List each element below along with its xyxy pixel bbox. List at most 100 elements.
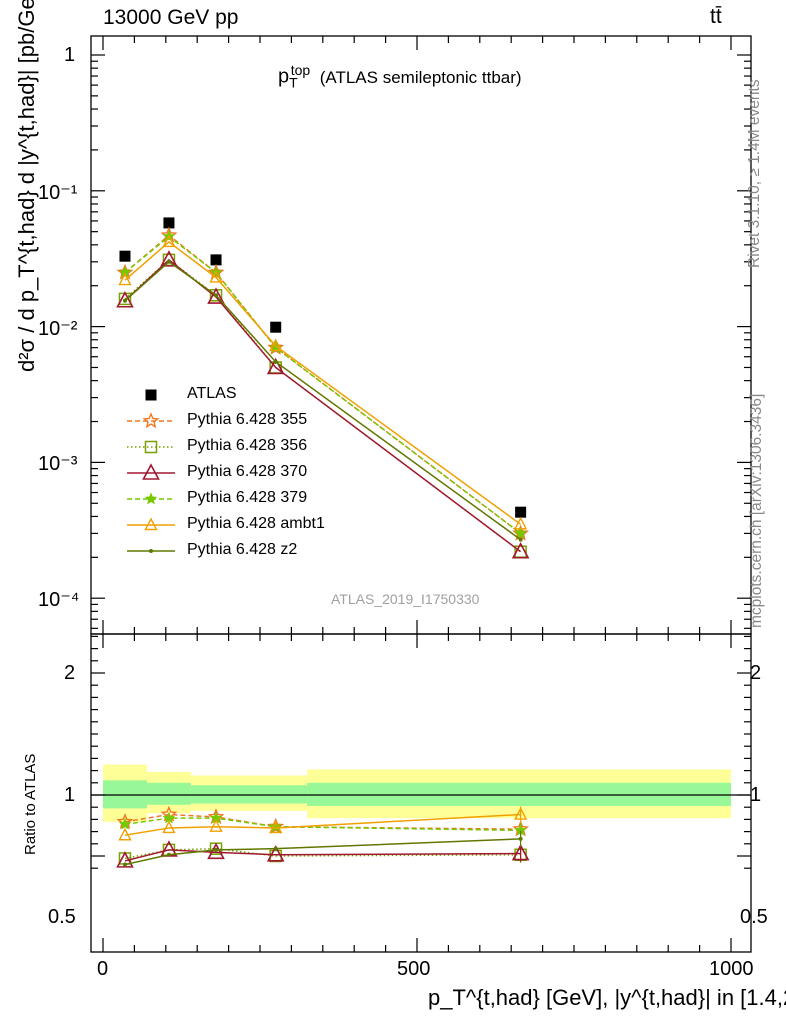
ratio-plot-series [116, 805, 530, 868]
data-point-ambt1 [269, 338, 283, 352]
ratio-point-ambt1 [269, 820, 283, 834]
title-sub: T [289, 74, 298, 91]
ratio-plot-frame [90, 633, 752, 953]
data-point-p370 [116, 291, 134, 308]
title-sup: top [290, 62, 311, 78]
ratio-point-p355 [267, 817, 285, 834]
ratio-point-z2 [273, 846, 278, 851]
legend-marker-data [145, 389, 157, 401]
data-point-z2 [214, 293, 219, 298]
mcplots-label: mcplots.cern.ch [arXiv:1306.3436] [748, 393, 765, 628]
data-point-p379 [514, 526, 527, 539]
legend-markers [127, 389, 175, 553]
beam-label: 13000 GeV pp [103, 6, 239, 29]
main-y-axis-label: d²σ / d p_T^{t,had} d |y^{t,had}| [pb/Ge… [14, 0, 40, 620]
title-main: p [278, 65, 290, 88]
ratio-y-tick-label: 0.5 [48, 906, 76, 928]
y-tick-label: 10⁻⁴ [38, 589, 80, 611]
data-point-p370 [160, 250, 178, 267]
data-point-p370 [207, 287, 225, 304]
legend-label: ATLAS [187, 385, 237, 402]
data-point-p355 [116, 263, 134, 280]
legend-marker-p379 [144, 492, 158, 505]
ratio-point-ambt1 [209, 819, 223, 832]
title-rest: (ATLAS semileptonic ttbar) [319, 67, 522, 87]
main-y-axis-label-text: d²σ / d p_T^{t,had} d |y^{t,had}| [pb/Ge… [14, 0, 39, 372]
process-label: tt̄ [710, 5, 722, 28]
ratio-uncertainty-bands [103, 764, 731, 822]
ratio-point-ambt1 [118, 827, 132, 841]
legend-label: Pythia 6.428 ambt1 [187, 515, 325, 532]
series-line-z2 [124, 260, 522, 541]
legend-marker-ambt1 [144, 517, 158, 531]
x-tick-label: 1000 [709, 958, 754, 980]
ratio-point-p370 [511, 843, 530, 861]
ratio-line-ambt1 [124, 813, 521, 836]
ratio-point-p370 [207, 842, 225, 860]
ratio-y-tick-label-right: 1 [750, 784, 762, 806]
x-tick-label: 0 [97, 958, 109, 980]
inner-uncertainty-band [146, 782, 191, 805]
legend-label: Pythia 6.428 355 [187, 411, 308, 428]
ratio-y-tick-label: 2 [64, 662, 76, 684]
data-point-data [210, 254, 222, 266]
ratio-y-tick-label-right: 0.5 [740, 906, 768, 928]
x-axis-label: p_T^{t,had} [GeV], |y^{t,had}| in [1.4,2… [428, 985, 786, 1010]
inner-uncertainty-band [307, 782, 731, 806]
data-point-p355 [512, 524, 530, 541]
y-tick-label: 10⁻¹ [38, 182, 78, 204]
legend-label: Pythia 6.428 370 [187, 463, 308, 480]
rivet-label: Rivet 3.1.10, ≥ 1.4M events [746, 79, 763, 268]
ratio-point-z2 [214, 847, 219, 852]
ratio-line-z2 [124, 838, 521, 866]
data-point-ambt1 [118, 272, 132, 286]
legend-label: Pythia 6.428 z2 [187, 541, 298, 558]
ratio-frame-border [90, 633, 752, 953]
data-point-z2 [518, 537, 523, 542]
ratio-line-p370 [124, 849, 521, 862]
ratio-point-z2 [166, 852, 171, 857]
legend-marker-p370 [142, 463, 160, 480]
y-tick-label: 10⁻² [38, 318, 78, 340]
legend-marker-p356 [144, 440, 158, 454]
series-line-p355 [124, 234, 522, 535]
data-point-ambt1 [209, 269, 223, 283]
data-point-p355 [207, 263, 225, 280]
ratio-point-ambt1 [513, 807, 528, 820]
legend-marker-p355 [142, 412, 160, 429]
data-point-z2 [273, 359, 278, 364]
data-point-p370 [266, 357, 285, 375]
ratio-point-z2 [518, 836, 523, 841]
ratio-point-p370 [266, 845, 285, 862]
analysis-id: ATLAS_2019_I1750330 [331, 591, 480, 607]
x-tick-label: 500 [397, 958, 431, 980]
data-point-ambt1 [513, 516, 528, 530]
data-point-data [515, 506, 527, 518]
data-point-data [163, 217, 175, 229]
series-line-p379 [124, 235, 522, 535]
y-tick-label: 10⁻³ [38, 453, 78, 475]
ratio-y-axis-label: Ratio to ATLAS [22, 753, 39, 855]
series-line-ambt1 [124, 240, 522, 525]
data-point-data [270, 321, 282, 333]
plot-title: pTtop (ATLAS semileptonic ttbar) [278, 62, 522, 91]
data-point-p370 [511, 542, 530, 559]
data-point-z2 [122, 298, 127, 303]
legend-label: Pythia 6.428 379 [187, 489, 308, 506]
y-tick-label: 1 [64, 44, 76, 66]
inner-uncertainty-band [103, 780, 147, 809]
main-plot-series [116, 217, 530, 559]
data-point-ambt1 [162, 234, 176, 248]
ratio-y-tick-label: 1 [64, 784, 76, 806]
inner-uncertainty-band [190, 785, 308, 804]
legend-marker-z2 [149, 549, 153, 553]
ratio-point-ambt1 [162, 820, 176, 834]
ratio-point-p370 [116, 851, 134, 868]
ratio-y-tick-label-right: 2 [750, 662, 762, 684]
ratio-point-z2 [122, 862, 127, 867]
ratio-point-p379 [118, 817, 132, 830]
series-line-p370 [124, 258, 522, 553]
data-point-data [119, 250, 131, 262]
data-point-z2 [166, 259, 171, 264]
